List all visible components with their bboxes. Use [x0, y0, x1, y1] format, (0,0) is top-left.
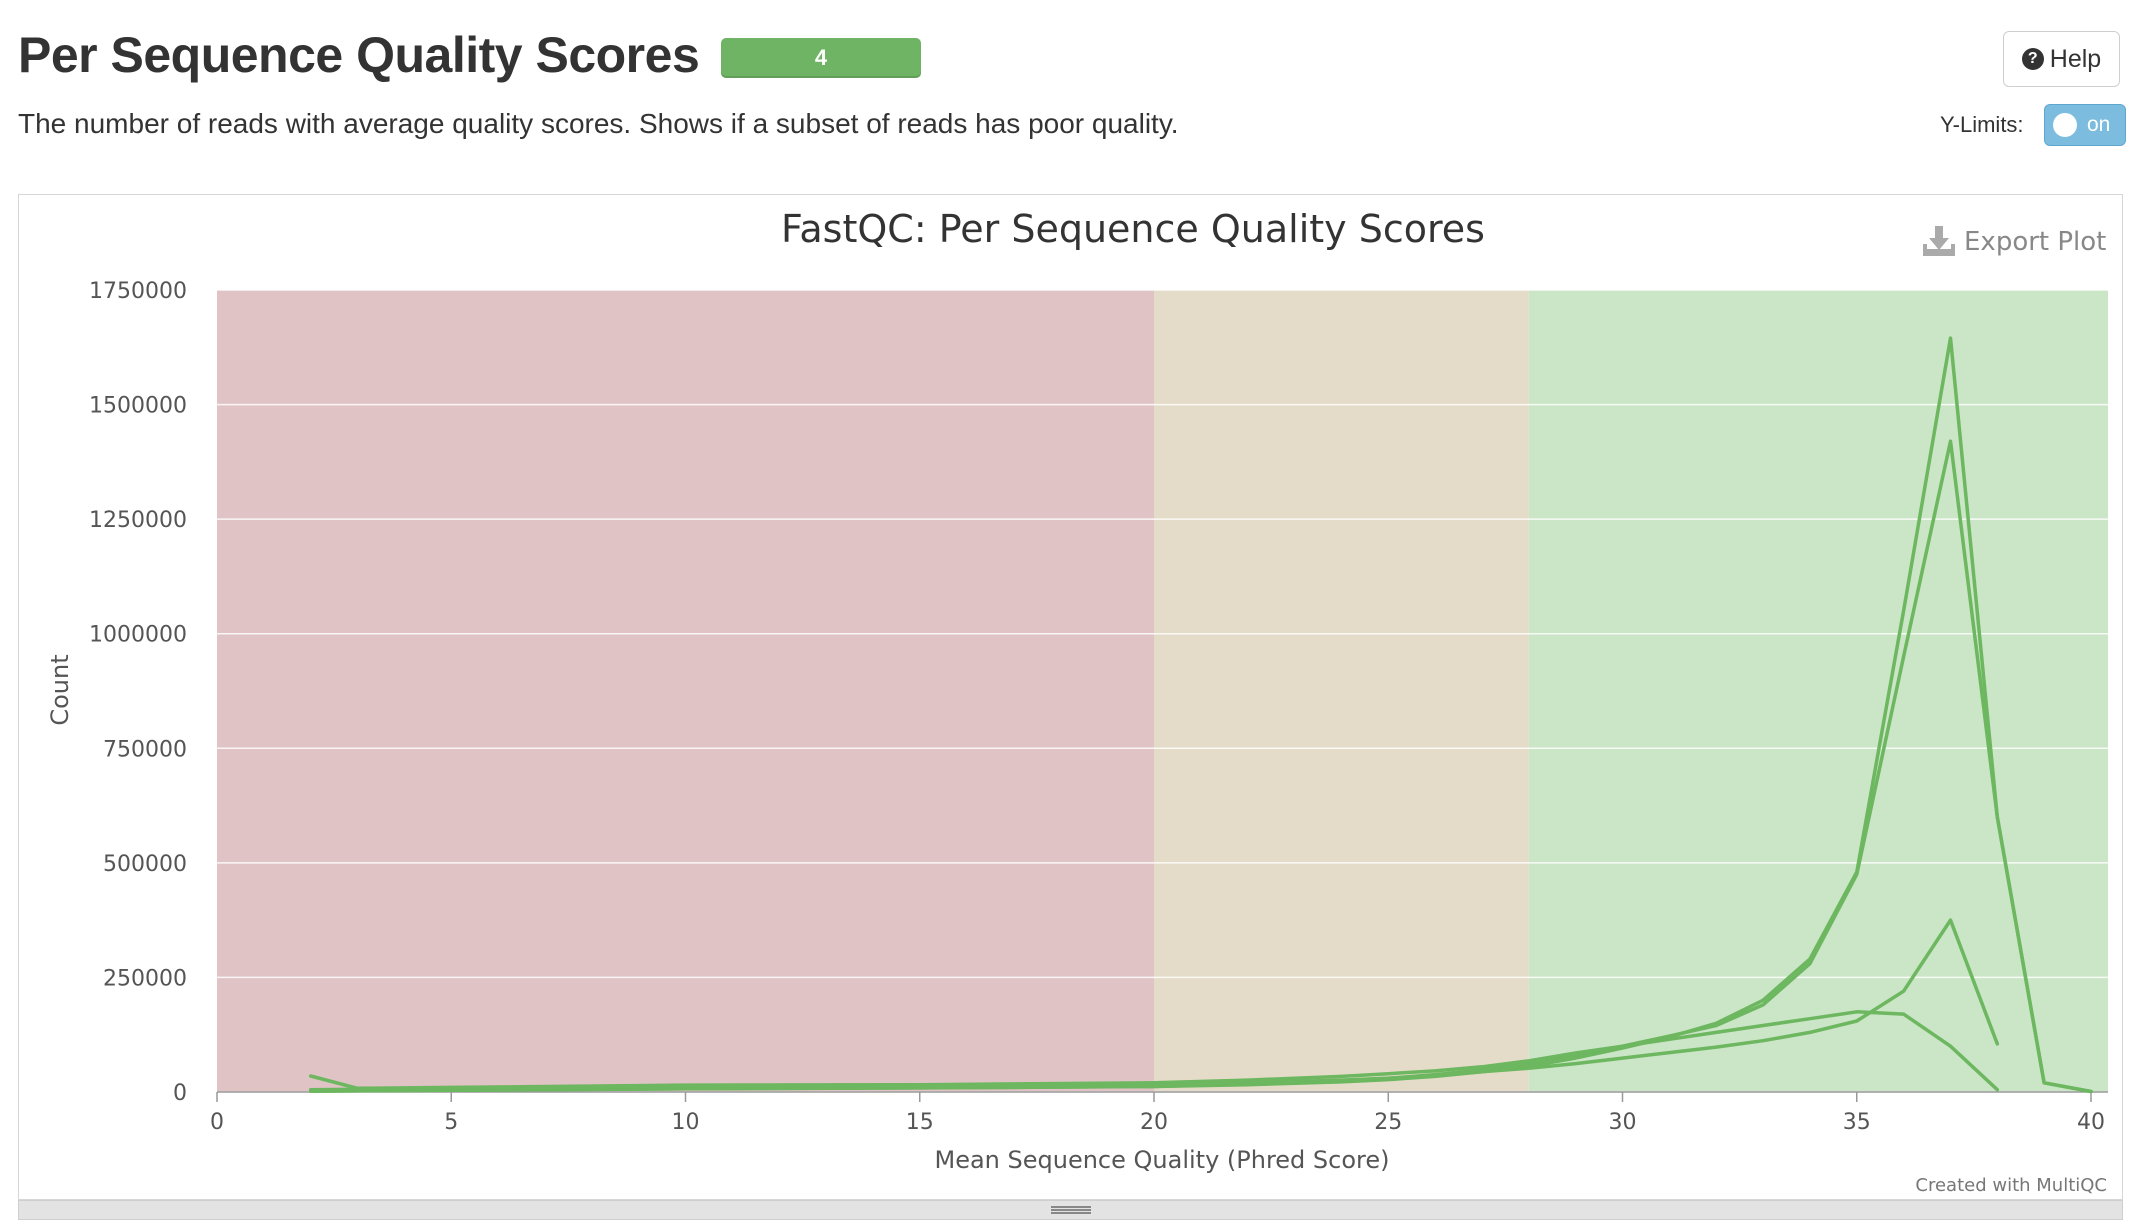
y-limits-label: Y-Limits: — [1940, 112, 2024, 137]
section-description: The number of reads with average quality… — [18, 108, 1179, 139]
export-plot-button[interactable]: Export Plot — [1923, 226, 2106, 257]
x-tick-label: 0 — [210, 1110, 224, 1135]
series-line-4[interactable] — [308, 918, 2000, 1092]
created-with-credit: Created with MultiQC — [1915, 1175, 2107, 1196]
help-button[interactable]: ? Help — [2003, 31, 2120, 87]
quality-band-1 — [1154, 290, 1529, 1092]
toggle-knob — [2053, 113, 2077, 137]
help-button-label: Help — [2049, 44, 2102, 73]
y-tick-label: 1750000 — [89, 279, 187, 304]
status-badge[interactable]: 4 — [721, 38, 921, 78]
y-tick-label: 1500000 — [89, 394, 187, 419]
x-tick-label: 30 — [1609, 1110, 1637, 1135]
y-tick-label: 750000 — [103, 737, 187, 762]
x-tick-label: 35 — [1843, 1110, 1871, 1135]
x-axis-label: Mean Sequence Quality (Phred Score) — [934, 1146, 1389, 1174]
quality-band-2 — [1528, 290, 2108, 1092]
x-tick-label: 15 — [906, 1110, 934, 1135]
export-plot-label: Export Plot — [1964, 227, 2106, 257]
download-icon — [1923, 226, 1955, 256]
plot-resize-handle[interactable] — [18, 1200, 2123, 1220]
y-tick-label: 1250000 — [89, 508, 187, 533]
chart-title: FastQC: Per Sequence Quality Scores — [781, 207, 1485, 251]
x-tick-label: 40 — [2077, 1110, 2105, 1135]
page-title: Per Sequence Quality Scores — [18, 27, 700, 83]
x-tick-label: 10 — [672, 1110, 700, 1135]
toggle-label: on — [2087, 113, 2111, 136]
y-tick-label: 0 — [173, 1081, 187, 1106]
y-tick-label: 500000 — [103, 852, 187, 877]
y-tick-label: 250000 — [103, 966, 187, 991]
x-tick-label: 5 — [444, 1110, 458, 1135]
grip-icon — [1050, 1206, 1091, 1214]
series-line-2[interactable] — [308, 439, 2093, 1094]
y-limits-toggle[interactable]: on — [2044, 104, 2126, 146]
y-axis-label: Count — [46, 654, 74, 725]
quality-band-0 — [217, 290, 1154, 1092]
x-tick-label: 20 — [1140, 1110, 1168, 1135]
question-circle-icon: ? — [2021, 48, 2044, 70]
y-tick-label: 1000000 — [89, 623, 187, 648]
x-tick-label: 25 — [1374, 1110, 1402, 1135]
